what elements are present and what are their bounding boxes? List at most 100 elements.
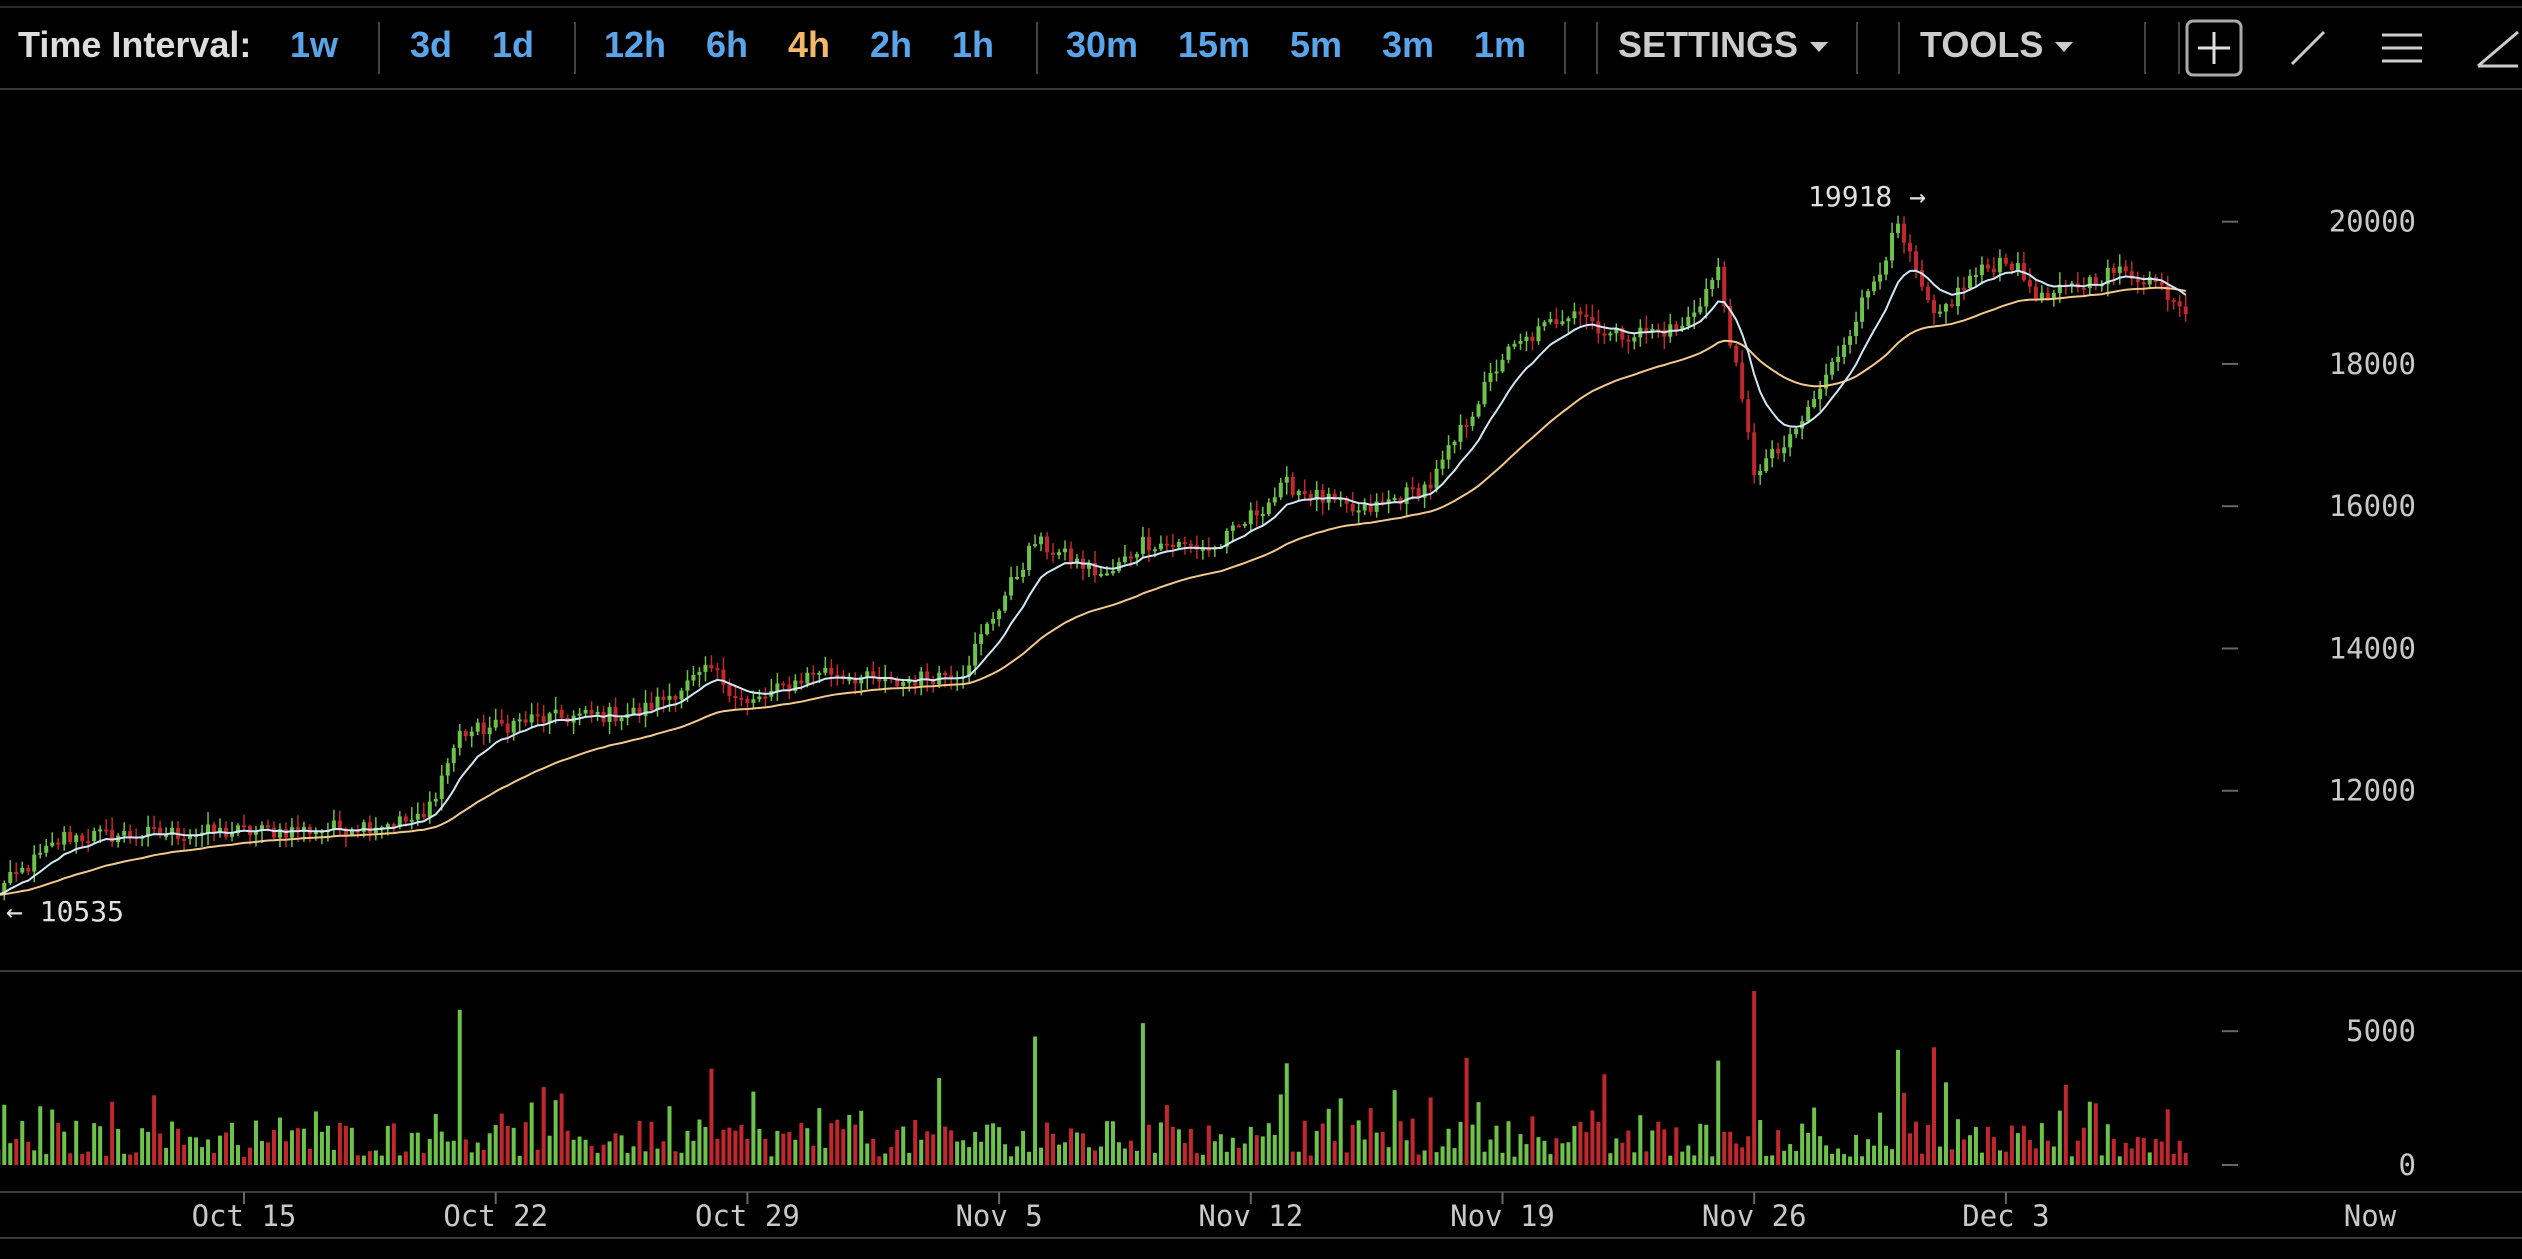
candle-body	[1746, 399, 1751, 433]
volume-bar	[541, 1087, 546, 1165]
tools-menu[interactable]: TOOLS	[1920, 24, 2074, 66]
candle-body	[631, 707, 636, 715]
candle-body	[1734, 345, 1739, 363]
candle-body	[985, 623, 990, 635]
interval-12h-button[interactable]: 12h	[604, 24, 667, 65]
volume-bar	[1440, 1146, 1445, 1165]
candle-body	[493, 719, 498, 728]
volume-bar	[1632, 1152, 1637, 1165]
volume-bar	[277, 1117, 282, 1165]
volume-bar	[1836, 1148, 1841, 1165]
volume-bar	[823, 1147, 828, 1165]
volume-bar	[50, 1109, 55, 1165]
candle-body	[1176, 541, 1181, 548]
candle-body	[218, 827, 223, 833]
candle-body	[1362, 504, 1367, 511]
volume-bar	[637, 1120, 642, 1165]
candle-body	[1446, 445, 1451, 460]
volume-bar	[2123, 1142, 2128, 1165]
volume-bar	[685, 1130, 690, 1165]
volume-bar	[283, 1141, 288, 1165]
volume-bar	[1985, 1126, 1990, 1165]
volume-bar	[1602, 1074, 1607, 1165]
candle-body	[661, 696, 666, 700]
menu-icon[interactable]	[2372, 18, 2432, 78]
candle-body	[2, 883, 7, 894]
volume-bar	[1614, 1138, 1619, 1165]
candle-body	[673, 695, 678, 700]
volume-bar	[1027, 1151, 1032, 1165]
settings-label: SETTINGS	[1618, 24, 1799, 65]
candle-body	[421, 813, 426, 818]
volume-bar	[655, 1148, 660, 1165]
candle-body	[32, 854, 37, 872]
line-tool-icon[interactable]	[2278, 18, 2338, 78]
interval-30m-button[interactable]: 30m	[1066, 24, 1139, 65]
interval-1m-button[interactable]: 1m	[1474, 24, 1527, 65]
candle-body	[1608, 333, 1613, 336]
candle-body	[2105, 267, 2110, 285]
volume-bar	[649, 1121, 654, 1165]
volume-bar	[1800, 1123, 1805, 1165]
volume-bar	[218, 1135, 223, 1165]
volume-bar	[925, 1131, 930, 1165]
interval-1d-button[interactable]: 1d	[492, 24, 535, 65]
candle-body	[775, 683, 780, 691]
volume-bar	[427, 1139, 432, 1165]
volume-bar	[445, 1141, 450, 1165]
volume-bar	[619, 1135, 624, 1165]
candle-body	[697, 671, 702, 675]
interval-1h-button[interactable]: 1h	[952, 24, 995, 65]
candle-body	[1716, 266, 1721, 281]
interval-2h-button[interactable]: 2h	[870, 24, 913, 65]
time-tick-label: Oct 29	[695, 1199, 800, 1233]
candle-body	[2057, 284, 2062, 293]
settings-menu[interactable]: SETTINGS	[1618, 24, 1829, 66]
volume-bar	[733, 1130, 738, 1165]
volume-bar	[871, 1138, 876, 1165]
volume-bar	[1057, 1144, 1062, 1165]
candle-body	[2009, 263, 2014, 271]
candle-body	[1794, 428, 1799, 435]
volume-bar	[247, 1147, 252, 1165]
volume-bar	[475, 1142, 480, 1165]
interval-3m-button[interactable]: 3m	[1382, 24, 1435, 65]
volume-bar	[1308, 1155, 1313, 1165]
volume-bar	[122, 1153, 127, 1165]
volume-bar	[865, 1143, 870, 1165]
volume-bar	[1949, 1149, 1954, 1165]
interval-6h-button[interactable]: 6h	[706, 24, 749, 65]
volume-bar	[1224, 1151, 1229, 1165]
volume-bar	[913, 1120, 918, 1165]
draw-tool-icon[interactable]	[2466, 18, 2522, 78]
volume-bar	[895, 1130, 900, 1165]
interval-15m-button[interactable]: 15m	[1178, 24, 1251, 65]
volume-tick-label: 0	[2399, 1148, 2416, 1182]
volume-bar	[2039, 1123, 2044, 1165]
crosshair-icon[interactable]	[2184, 18, 2244, 78]
volume-bar	[973, 1131, 978, 1165]
candle-body	[14, 871, 19, 874]
candle-body	[751, 699, 756, 703]
volume-bar	[979, 1141, 984, 1165]
interval-4h-button[interactable]: 4h	[788, 24, 831, 65]
candle-body	[1602, 333, 1607, 336]
interval-3d-button[interactable]: 3d	[410, 24, 453, 65]
volume-bar	[1638, 1115, 1643, 1165]
candle-body	[637, 707, 642, 716]
volume-bar	[1788, 1144, 1793, 1165]
volume-bar	[625, 1152, 630, 1165]
volume-bar	[811, 1145, 816, 1165]
volume-bar	[1830, 1153, 1835, 1165]
volume-bar	[1398, 1121, 1403, 1165]
volume-bar	[253, 1120, 258, 1165]
interval-1w-button[interactable]: 1w	[290, 24, 339, 65]
volume-bar	[805, 1128, 810, 1165]
candle-body	[2183, 306, 2188, 315]
interval-5m-button[interactable]: 5m	[1290, 24, 1343, 65]
volume-bar	[1560, 1143, 1565, 1165]
volume-bar	[1021, 1130, 1026, 1165]
volume-bar	[1290, 1151, 1295, 1165]
candle-body	[331, 820, 336, 831]
